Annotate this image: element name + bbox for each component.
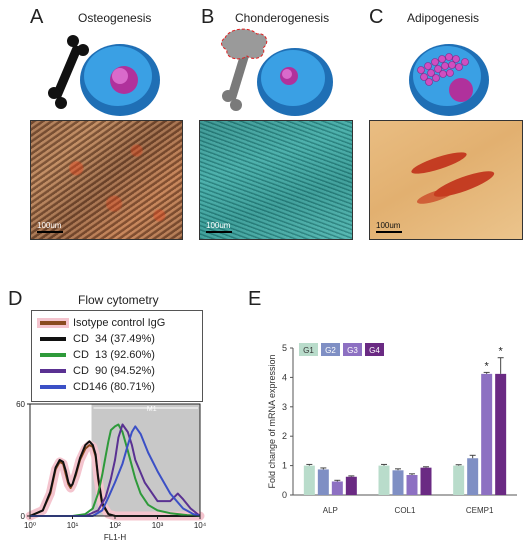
- y-tick-label: 4: [282, 372, 287, 382]
- y-tick-label: 60: [16, 400, 25, 409]
- mrna-expression-bar-chart: 0 1 2 3 4 5 Fold change of mRNA expression G1 G2…: [267, 343, 517, 515]
- osteogenesis-micrograph: 100um: [30, 120, 183, 240]
- significance-marker: *: [499, 346, 504, 358]
- adipogenesis-micrograph: 100um: [369, 120, 523, 240]
- bar-col1-g2: [392, 470, 404, 495]
- legend-item-cd13: CD 13 (92.60%): [40, 348, 155, 361]
- panel-title-chonderogenesis: Chonderogenesis: [235, 11, 330, 25]
- bar-alp-g2: [317, 469, 329, 495]
- bone-icon: [48, 35, 89, 109]
- adipogenesis-illustration: [409, 44, 489, 116]
- legend-item-cd34: CD 34 (37.49%): [40, 332, 155, 345]
- y-tick-label: 0: [282, 490, 287, 500]
- x-tick-label: 10³: [152, 521, 164, 530]
- legend-label-g3: G3: [347, 346, 358, 355]
- panel-label-e: E: [248, 288, 262, 310]
- cartilage-icon: [221, 28, 268, 60]
- x-axis-label: FL1-H: [104, 533, 126, 542]
- legend-label-g1: G1: [303, 346, 314, 355]
- bone-icon: [222, 52, 250, 111]
- y-tick-label: 0: [21, 512, 26, 521]
- legend-item-cd90: CD 90 (94.52%): [40, 364, 155, 377]
- legend-label: Isotype control IgG: [73, 316, 166, 329]
- bar-cemp1-g2: [467, 458, 479, 495]
- legend-swatch-g3: [343, 343, 362, 356]
- x-tick-label: COL1: [395, 506, 416, 515]
- bar-alp-g1: [303, 465, 315, 495]
- panel-label-b: B: [201, 6, 215, 28]
- chonderogenesis-micrograph: 100um: [199, 120, 353, 240]
- bar-cemp1-g4: [495, 373, 507, 495]
- panel-label-c: C: [369, 6, 384, 28]
- panel-label-d: D: [8, 288, 23, 310]
- chonderogenesis-illustration: [221, 28, 333, 116]
- bar-cemp1-g1: [453, 465, 465, 495]
- y-tick-label: 3: [282, 402, 287, 412]
- legend-label: CD 34 (37.49%): [73, 332, 155, 345]
- bar-cemp1-g3: [481, 373, 493, 495]
- legend-swatch: [40, 384, 66, 389]
- scale-bar-a: 100um: [37, 221, 63, 233]
- series-line-2: [30, 423, 201, 517]
- lipid-droplets-icon: [417, 53, 469, 86]
- panel-title-flow-cytometry: Flow cytometry: [78, 293, 159, 307]
- legend-item-cd146: CD146 (80.71%): [40, 380, 155, 393]
- legend-label: CD 13 (92.60%): [73, 348, 155, 361]
- legend-swatch: [40, 368, 66, 373]
- legend-item-isotype: Isotype control IgG: [40, 316, 165, 329]
- x-tick-label: 10²: [109, 521, 121, 530]
- legend-swatch-g2: [321, 343, 340, 356]
- bar-col1-g1: [378, 465, 390, 495]
- legend-swatch: [40, 352, 66, 357]
- series-line-4: [30, 425, 201, 517]
- flow-cytometry-histogram: M1 10⁰ 10¹ 10² 10³ 10⁴ 0 60 FL1-H: [16, 400, 207, 542]
- panel-title-osteogenesis: Osteogenesis: [78, 11, 152, 25]
- legend-swatch: [40, 336, 66, 341]
- legend-label-g2: G2: [325, 346, 336, 355]
- x-tick-label: ALP: [323, 506, 338, 515]
- flow-cytometry-legend: Isotype control IgG CD 34 (37.49%) CD 13…: [31, 310, 203, 402]
- osteogenesis-illustration: [48, 35, 160, 116]
- x-tick-label: CEMP1: [466, 506, 494, 515]
- gate-label: M1: [147, 406, 157, 413]
- bar-alp-g4: [345, 476, 357, 495]
- y-tick-label: 2: [282, 431, 287, 441]
- cell-icon: [257, 48, 333, 116]
- cell-icon: [80, 44, 160, 116]
- legend-label-g4: G4: [369, 346, 380, 355]
- x-tick-label: 10¹: [67, 521, 79, 530]
- significance-marker: *: [485, 360, 490, 372]
- legend-swatch-g4: [365, 343, 384, 356]
- series-line-1: [29, 440, 200, 517]
- bar-col1-g3: [406, 475, 418, 495]
- panel-title-adipogenesis: Adipogenesis: [407, 11, 480, 25]
- y-tick-label: 1: [282, 461, 287, 471]
- legend-swatch: [40, 320, 66, 325]
- x-tick-label: 10⁴: [194, 521, 207, 530]
- legend-swatch-g1: [299, 343, 318, 356]
- legend-label: CD 90 (94.52%): [73, 364, 155, 377]
- bar-col1-g4: [420, 467, 432, 495]
- y-axis-label: Fold change of mRNA expression: [267, 354, 277, 488]
- x-tick-label: 10⁰: [24, 521, 36, 530]
- scale-bar-c: 100um: [376, 221, 402, 233]
- panel-label-a: A: [30, 6, 44, 28]
- scale-bar-b: 100um: [206, 221, 232, 233]
- legend-label: CD146 (80.71%): [73, 380, 155, 393]
- y-tick-label: 5: [282, 343, 287, 353]
- bar-alp-g3: [331, 481, 343, 495]
